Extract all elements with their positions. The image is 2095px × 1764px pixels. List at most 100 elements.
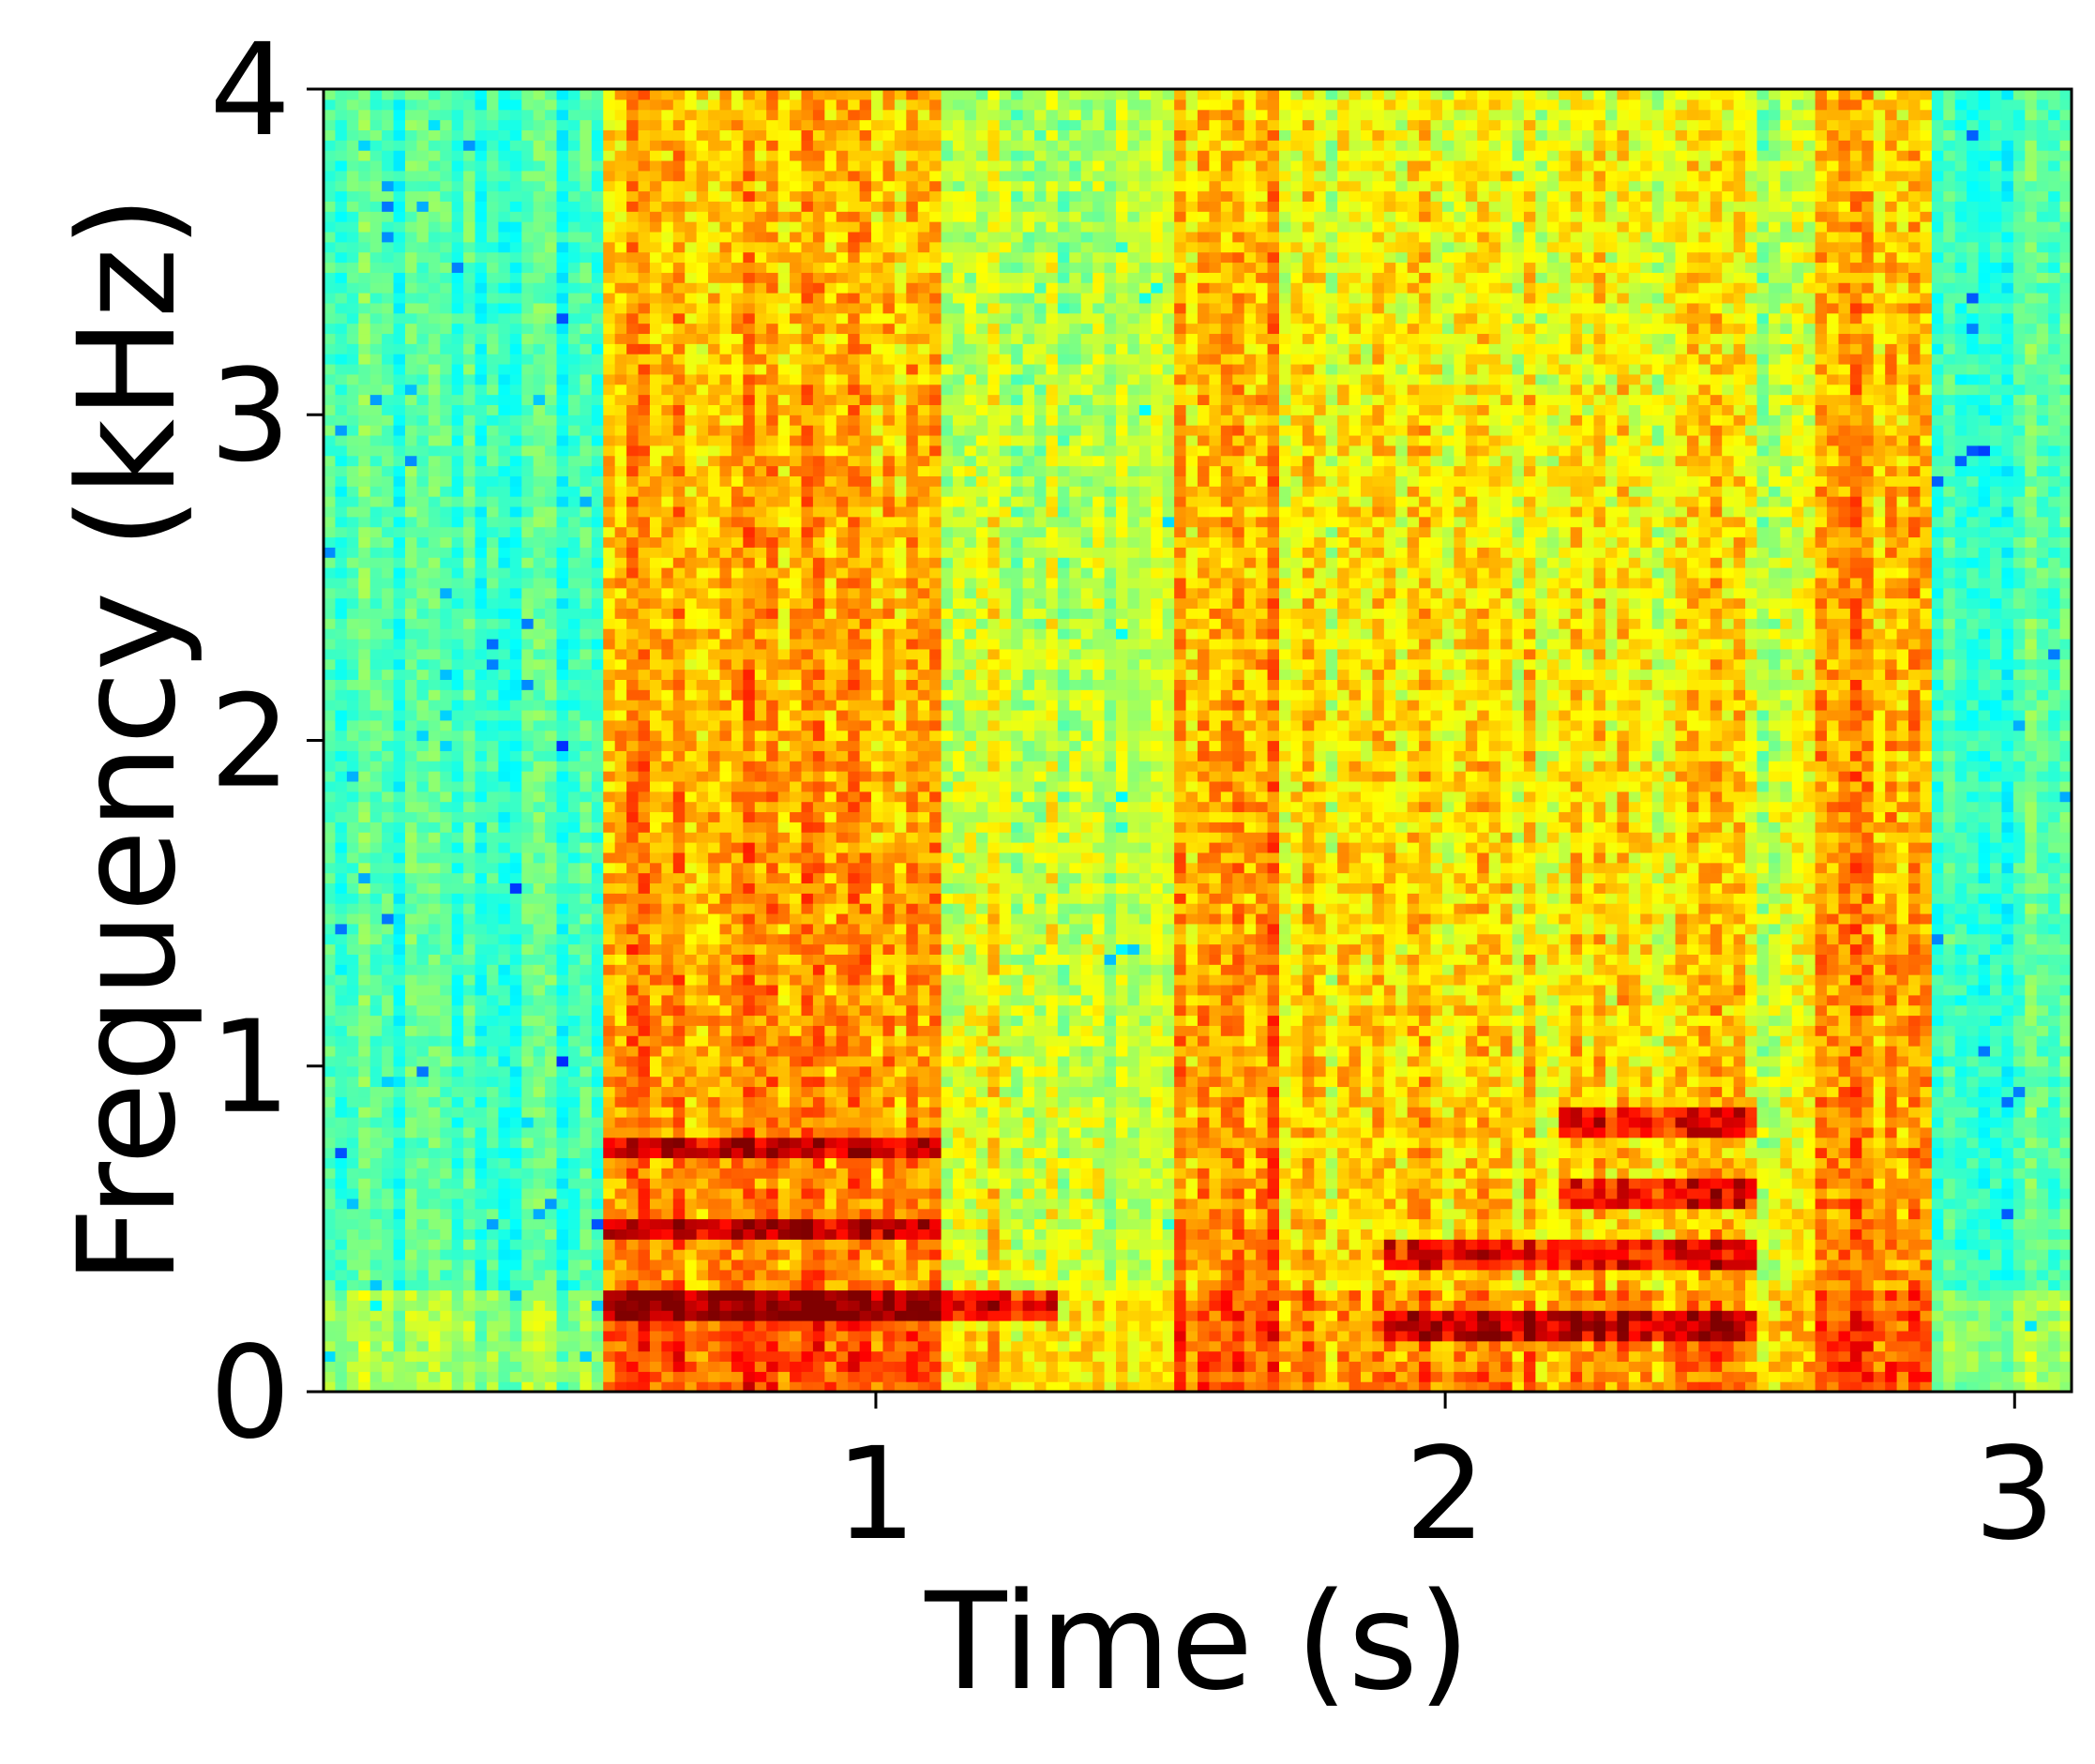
spectrogram-cell <box>567 689 580 701</box>
spectrogram-cell <box>638 1096 651 1108</box>
spectrogram-cell <box>521 455 535 467</box>
spectrogram-cell <box>463 312 476 324</box>
spectrogram-cell <box>393 190 406 202</box>
spectrogram-cell <box>696 363 709 375</box>
spectrogram-cell <box>556 384 569 396</box>
spectrogram-cell <box>346 1096 359 1108</box>
spectrogram-cell <box>324 302 337 314</box>
spectrogram-cell <box>463 404 476 415</box>
spectrogram-cell <box>754 832 767 843</box>
spectrogram-cell <box>382 872 395 884</box>
spectrogram-cell <box>335 750 348 761</box>
spectrogram-cell <box>475 455 488 467</box>
spectrogram-cell <box>731 384 744 396</box>
spectrogram-cell <box>545 241 558 253</box>
spectrogram-cell <box>696 801 709 813</box>
spectrogram-cell <box>603 1218 616 1229</box>
spectrogram-cell <box>719 689 732 701</box>
spectrogram-cell <box>393 180 406 192</box>
spectrogram-cell <box>393 1259 406 1271</box>
spectrogram-cell <box>475 679 488 690</box>
spectrogram-cell <box>545 1147 558 1159</box>
spectrogram-cell <box>719 190 732 202</box>
spectrogram-cell <box>509 150 522 161</box>
spectrogram-cell <box>672 852 686 864</box>
spectrogram-cell <box>521 1035 535 1047</box>
spectrogram-cell <box>369 445 383 457</box>
spectrogram-cell <box>567 597 580 610</box>
spectrogram-cell <box>382 1198 395 1210</box>
spectrogram-cell <box>580 750 593 761</box>
spectrogram-cell <box>661 669 674 680</box>
spectrogram-cell <box>567 129 580 141</box>
spectrogram-cell <box>567 842 580 853</box>
spectrogram-cell <box>509 730 522 742</box>
spectrogram-cell <box>404 384 418 396</box>
spectrogram-cell <box>382 1269 395 1281</box>
spectrogram-cell <box>393 780 406 792</box>
spectrogram-cell <box>719 872 732 884</box>
spectrogram-cell <box>743 1065 756 1078</box>
spectrogram-cell <box>382 1065 395 1078</box>
spectrogram-cell <box>672 689 686 701</box>
spectrogram-cell <box>475 638 488 650</box>
spectrogram-cell <box>719 1320 732 1332</box>
spectrogram-cell <box>521 954 535 965</box>
spectrogram-cell <box>404 373 418 385</box>
spectrogram-cell <box>346 1198 359 1210</box>
spectrogram-cell <box>475 1147 488 1159</box>
spectrogram-cell <box>685 1096 698 1108</box>
spectrogram-cell <box>486 1198 499 1210</box>
spectrogram-cell <box>369 425 383 436</box>
spectrogram-cell <box>603 984 616 996</box>
spectrogram-cell <box>545 1340 558 1352</box>
spectrogram-cell <box>393 384 406 396</box>
spectrogram-cell <box>382 384 395 396</box>
spectrogram-cell <box>521 231 535 243</box>
spectrogram-cell <box>475 190 488 202</box>
spectrogram-cell <box>743 1320 756 1332</box>
spectrogram-cell <box>416 302 430 314</box>
spectrogram-cell <box>521 912 535 925</box>
spectrogram-cell <box>556 1107 569 1118</box>
spectrogram-cell <box>358 780 371 792</box>
spectrogram-cell <box>346 761 359 772</box>
spectrogram-cell <box>696 943 709 955</box>
spectrogram-cell <box>358 1004 371 1017</box>
spectrogram-cell <box>567 822 580 833</box>
spectrogram-cell <box>416 1289 430 1301</box>
spectrogram-cell <box>567 354 580 365</box>
spectrogram-cell <box>580 119 593 130</box>
spectrogram-cell <box>649 1187 662 1199</box>
spectrogram-cell <box>696 140 709 151</box>
spectrogram-cell <box>475 1208 488 1220</box>
spectrogram-cell <box>416 293 430 304</box>
spectrogram-cell <box>638 89 651 100</box>
spectrogram-cell <box>719 333 732 344</box>
spectrogram-cell <box>766 912 779 925</box>
spectrogram-cell <box>382 475 395 487</box>
spectrogram-cell <box>580 719 593 731</box>
spectrogram-cell <box>404 140 418 151</box>
spectrogram-cell <box>567 771 580 782</box>
spectrogram-cell <box>369 608 383 619</box>
spectrogram-cell <box>685 1137 698 1149</box>
spectrogram-cell <box>393 363 406 375</box>
spectrogram-cell <box>475 1086 488 1097</box>
spectrogram-cell <box>451 709 464 721</box>
spectrogram-cell <box>743 1350 756 1363</box>
spectrogram-cell <box>567 516 580 528</box>
spectrogram-cell <box>685 587 698 599</box>
spectrogram-cell <box>324 984 337 996</box>
spectrogram-cell <box>719 638 732 650</box>
spectrogram-cell <box>708 180 721 192</box>
spectrogram-cell <box>603 445 616 457</box>
spectrogram-cell <box>649 475 662 487</box>
spectrogram-cell <box>708 1310 721 1321</box>
spectrogram-cell <box>626 780 640 792</box>
spectrogram-cell <box>451 577 464 589</box>
spectrogram-cell <box>649 1330 662 1342</box>
spectrogram-cell <box>440 1015 453 1026</box>
spectrogram-cell <box>509 302 522 314</box>
spectrogram-cell <box>428 159 441 172</box>
